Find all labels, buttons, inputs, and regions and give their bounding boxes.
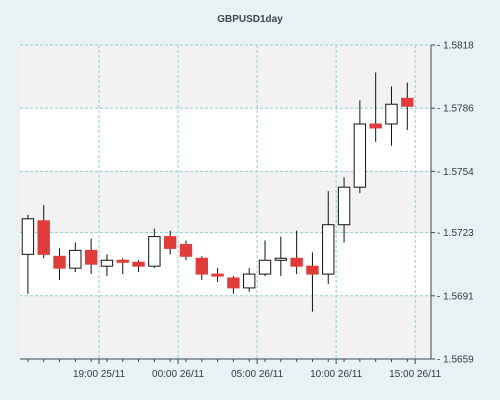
candle-bullish — [69, 242, 82, 273]
candle-bearish — [195, 256, 208, 281]
candle-bearish — [211, 268, 224, 282]
candle-body — [227, 277, 240, 289]
candle-body — [148, 236, 161, 267]
x-tick-label: 05:00 26/11 — [231, 369, 284, 380]
candle-body — [401, 97, 414, 107]
x-tick-label: 19:00 25/11 — [73, 369, 126, 380]
candle-body — [258, 259, 272, 275]
candle-body — [195, 257, 208, 275]
candle-bullish — [337, 177, 351, 243]
chart-title: GBPUSD1day — [217, 14, 283, 25]
axes — [20, 44, 435, 364]
x-tick-label: 00:00 26/11 — [152, 369, 205, 380]
candle-body — [337, 186, 351, 226]
candle-bearish — [179, 240, 193, 261]
y-tick-label: - 1.5691 — [437, 291, 474, 302]
candle-bearish — [37, 204, 50, 259]
candle-bullish — [322, 191, 335, 284]
candle-bearish — [132, 260, 145, 273]
candle-body — [369, 123, 382, 129]
candle-body — [353, 123, 367, 188]
candle-bullish — [21, 214, 35, 294]
candles — [21, 72, 414, 312]
candle-bearish — [116, 258, 129, 275]
y-tick-labels: - 1.5659 - 1.5691 - 1.5723 - 1.5754 - 1.5786… — [437, 41, 474, 366]
x-tick-labels: 19:00 25/11 00:00 26/11 05:00 26/11 10:00 2… — [73, 369, 442, 380]
candle-bearish — [306, 252, 319, 312]
plot-band — [20, 108, 431, 172]
candle-body — [385, 103, 398, 125]
candle-bearish — [369, 72, 382, 142]
plot-band — [20, 232, 431, 296]
y-tick-label: - 1.5818 — [437, 41, 474, 52]
candle-body — [290, 257, 303, 267]
candle-bullish — [385, 86, 398, 146]
candle-body — [53, 255, 66, 269]
y-tick-label: - 1.5786 — [437, 104, 474, 115]
candle-bearish — [163, 230, 177, 255]
candle-body — [163, 236, 177, 249]
candle-body — [243, 273, 256, 289]
y-tick-label: - 1.5754 — [437, 167, 474, 178]
candle-body — [179, 243, 193, 257]
candle-body — [306, 265, 319, 275]
candle-bearish — [84, 238, 98, 275]
plot-band — [20, 45, 431, 109]
candle-bearish — [290, 230, 303, 275]
candle-bullish — [100, 254, 114, 277]
candle-bullish — [258, 240, 272, 277]
candle-body — [211, 273, 224, 277]
candle-body — [100, 259, 114, 267]
candle-body — [21, 218, 35, 255]
y-tick-label: - 1.5723 — [437, 228, 474, 239]
candle-body — [69, 249, 82, 269]
candle-bearish — [53, 248, 66, 281]
candle-bullish — [243, 268, 256, 292]
candle-body — [132, 261, 145, 267]
candle-body — [274, 257, 288, 261]
x-tick-label: 15:00 26/11 — [389, 369, 442, 380]
candle-body — [84, 249, 98, 265]
candle-bullish — [148, 228, 161, 269]
candle-bearish — [401, 82, 414, 130]
plot-bands — [20, 45, 431, 359]
candle-bullish — [274, 236, 288, 277]
candle-body — [322, 224, 335, 275]
candle-body — [37, 220, 50, 255]
x-tick-label: 10:00 26/11 — [310, 369, 363, 380]
y-tick-label: - 1.5659 — [437, 355, 474, 366]
candle-bearish — [227, 276, 240, 294]
candle-bullish — [353, 100, 367, 194]
candle-body — [116, 259, 129, 263]
plot-band — [20, 171, 431, 233]
plot-band — [20, 295, 431, 359]
